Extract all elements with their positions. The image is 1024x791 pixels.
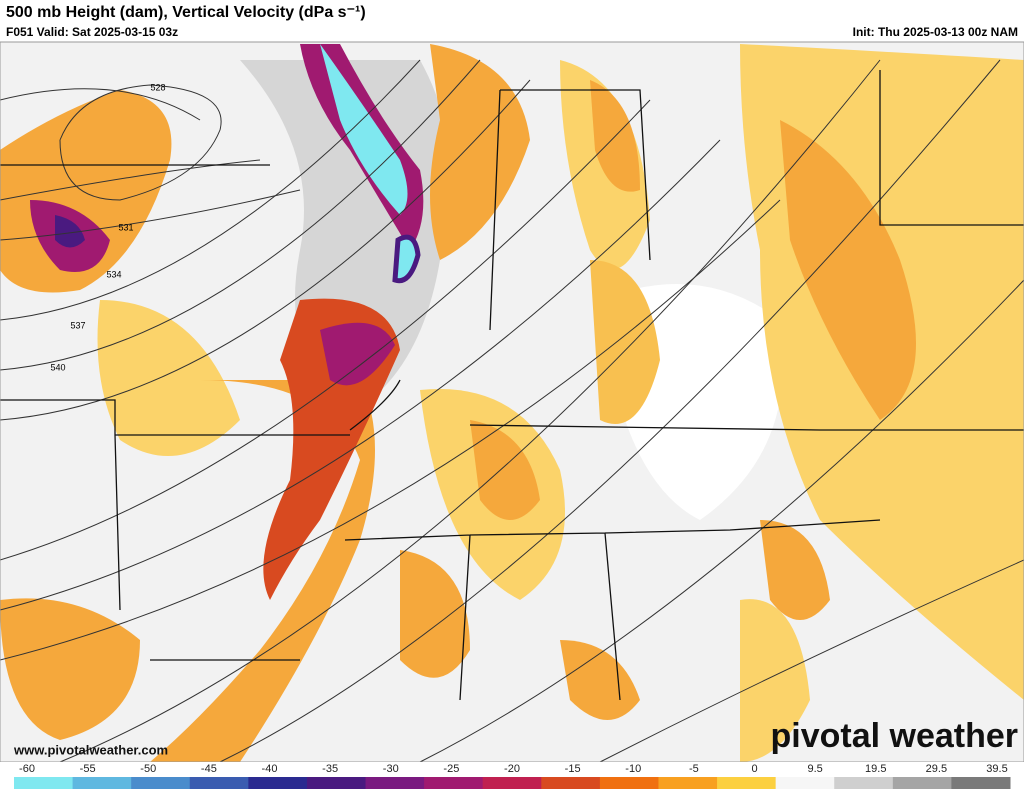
colorbar-tick-label: -55	[80, 763, 96, 775]
contours: 528 531 534 537 540	[50, 82, 165, 372]
website: www.pivotalweather.com	[13, 742, 168, 757]
colorbar-segment	[424, 777, 484, 789]
map	[0, 41, 1024, 763]
colorbar-segment	[131, 777, 191, 789]
colorbar-tick-label: 9.5	[807, 763, 822, 775]
colorbar-segment	[717, 777, 777, 789]
contour-label: 537	[70, 320, 85, 330]
contour-label: 534	[106, 269, 121, 279]
contour-label: 528	[150, 82, 165, 92]
colorbar-tick-label: -50	[140, 763, 156, 775]
logo: pivotal weather	[770, 717, 1018, 755]
colorbar-segment	[248, 777, 308, 789]
colorbar-tick-label: -45	[201, 763, 217, 775]
colorbar-tick-label: -20	[504, 763, 520, 775]
colorbar-tick-label: -30	[383, 763, 399, 775]
title: 500 mb Height (dam), Vertical Velocity (…	[6, 4, 366, 21]
contour-label: 540	[50, 362, 65, 372]
valid-time: F051 Valid: Sat 2025-03-15 03z	[6, 25, 178, 39]
colorbar-tick-label: -10	[625, 763, 641, 775]
colorbar-segment	[482, 777, 542, 789]
colorbar-segment	[72, 777, 132, 789]
colorbar-segment	[892, 777, 952, 789]
colorbar-tick-label: -5	[689, 763, 699, 775]
colorbar-segment	[951, 777, 1011, 789]
colorbar-tick-label: 0	[751, 763, 757, 775]
colorbar-segment	[599, 777, 659, 789]
colorbar-segment	[775, 777, 835, 789]
colorbar-tick-label: 19.5	[865, 763, 886, 775]
colorbar-tick-label: 39.5	[986, 763, 1007, 775]
colorbar-segment	[189, 777, 249, 789]
colorbar-segment	[541, 777, 601, 789]
colorbar: -60 -55 -50 -45 -40 -35 -30 -25 -20 -15 -10 -5 0 9.5 1…	[14, 763, 1011, 789]
colorbar-tick-label: -35	[322, 763, 338, 775]
header-bg	[0, 0, 1024, 42]
colorbar-segment	[306, 777, 367, 789]
colorbar-tick-label: -40	[262, 763, 278, 775]
init-time: Init: Thu 2025-03-13 00z NAM	[853, 25, 1018, 39]
colorbar-segment	[365, 777, 425, 789]
colorbar-tick-label: -25	[443, 763, 459, 775]
colorbar-tick-label: -15	[565, 763, 581, 775]
colorbar-segment	[14, 777, 74, 789]
contour-label: 531	[118, 222, 133, 232]
colorbar-segment	[658, 777, 718, 789]
colorbar-tick-label: 29.5	[926, 763, 947, 775]
colorbar-segment	[834, 777, 894, 789]
colorbar-tick-label: -60	[19, 763, 35, 775]
